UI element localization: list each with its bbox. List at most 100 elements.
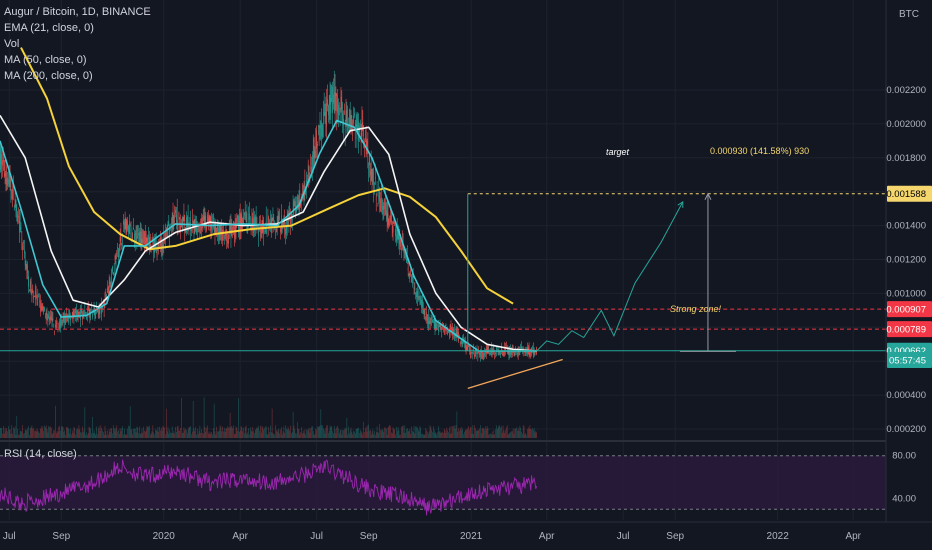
volume-bar	[166, 431, 168, 438]
candle-body	[240, 214, 242, 230]
volume-bar	[517, 430, 518, 438]
candle-body	[76, 310, 77, 317]
volume-bar	[271, 408, 273, 438]
candle-body	[296, 196, 298, 210]
candle-body	[327, 99, 328, 106]
volume-bar	[119, 428, 121, 438]
candle-body	[480, 351, 481, 358]
price-tag	[887, 301, 932, 318]
candle-body	[130, 221, 132, 224]
candle-body	[141, 238, 143, 243]
time-tick-label: Sep	[360, 531, 378, 542]
rsi-legend[interactable]: RSI (14, close)	[4, 448, 77, 460]
measure-annotation[interactable]: 0.000930 (141.58%) 930	[710, 146, 810, 156]
volume-bar	[461, 427, 463, 438]
candle-body	[38, 296, 39, 297]
volume-bar	[321, 425, 322, 438]
volume-bar	[386, 434, 388, 438]
candle-body	[532, 347, 533, 348]
time-axis[interactable]: Jul Sep 2020 Apr Jul Sep 2021 Apr Jul Sep 2022 Apr	[3, 531, 862, 542]
volume-bar	[202, 433, 204, 438]
target-annotation[interactable]: target	[606, 147, 630, 157]
volume-bar	[462, 429, 464, 438]
drawing-tools[interactable]	[0, 192, 886, 389]
volume-bar	[380, 429, 381, 438]
ma50-legend[interactable]: MA (50, close, 0)	[4, 54, 87, 66]
volume-bar	[205, 431, 207, 438]
candle-body	[496, 347, 498, 351]
volume-bar	[365, 428, 366, 438]
volume-bar	[257, 428, 259, 438]
candle-body	[239, 213, 241, 231]
volume-legend[interactable]: Vol	[4, 38, 20, 50]
volume-bar	[213, 403, 215, 438]
candle-body	[218, 227, 219, 236]
candle-body	[23, 242, 24, 243]
volume-bar	[107, 430, 108, 438]
volume-bar	[179, 430, 181, 438]
candle-body	[126, 224, 128, 226]
volume-bar	[176, 432, 177, 438]
volume-bar	[0, 428, 2, 438]
volume-bar	[277, 430, 279, 438]
volume-bar	[188, 427, 190, 438]
candle-body	[353, 115, 354, 124]
ma200-legend[interactable]: MA (200, close, 0)	[4, 70, 93, 82]
volume-bar	[383, 432, 385, 438]
volume-bar	[236, 427, 238, 438]
volume-bar	[487, 428, 489, 438]
candle-body	[427, 314, 428, 324]
candle-body	[281, 228, 283, 233]
volume-bar	[354, 433, 356, 438]
candle-body	[333, 87, 335, 104]
price-tick-label: 0.000200	[886, 424, 926, 435]
candle-body	[355, 124, 357, 127]
volume-bar	[336, 427, 338, 438]
candle-body	[381, 206, 383, 208]
candle-body	[97, 309, 98, 312]
ema-legend[interactable]: EMA (21, close, 0)	[4, 22, 94, 34]
price-axis[interactable]: BTC 0.002200 0.002000 0.001800 0.001400 0.001…	[886, 9, 932, 505]
volume-bar	[249, 434, 250, 438]
volume-bar	[47, 432, 49, 438]
volume-bar	[292, 411, 294, 438]
candle-body	[503, 351, 505, 353]
volume-bar	[136, 426, 138, 438]
volume-bar	[27, 428, 29, 438]
candle-body	[432, 320, 433, 323]
volume-bar	[224, 431, 226, 438]
strong-zone-annotation[interactable]: Strong zone!	[670, 304, 722, 314]
volume-bar	[28, 426, 29, 438]
candle-body	[371, 169, 373, 183]
candle-body	[438, 325, 439, 332]
volume-bar	[463, 434, 464, 438]
ma200-line	[20, 47, 514, 305]
volume-bar	[112, 433, 113, 438]
volume-bar	[528, 428, 530, 438]
volume-bar	[395, 434, 396, 438]
volume-bar	[350, 427, 352, 438]
volume-bar	[436, 434, 438, 438]
candle-body	[26, 266, 28, 273]
candle-body	[87, 310, 88, 316]
volume-bar	[489, 433, 490, 438]
volume-bar	[101, 427, 102, 438]
candle-body	[171, 223, 172, 228]
volume-bar	[193, 428, 195, 438]
volume-bar	[433, 430, 435, 438]
candle-body	[390, 215, 391, 223]
candle-body	[380, 198, 381, 211]
symbol-title[interactable]: Augur / Bitcoin, 1D, BINANCE	[4, 6, 151, 18]
candle-body	[218, 235, 220, 238]
volume-bar	[417, 429, 419, 438]
candle-body	[2, 160, 3, 166]
volume-bar	[490, 433, 491, 438]
volume-bar	[41, 429, 43, 438]
volume-bar	[343, 430, 344, 438]
volume-bar	[466, 429, 468, 438]
candle-body	[350, 115, 352, 134]
candle-body	[533, 351, 535, 354]
candle-body	[142, 240, 144, 244]
volume-bar	[138, 433, 139, 438]
